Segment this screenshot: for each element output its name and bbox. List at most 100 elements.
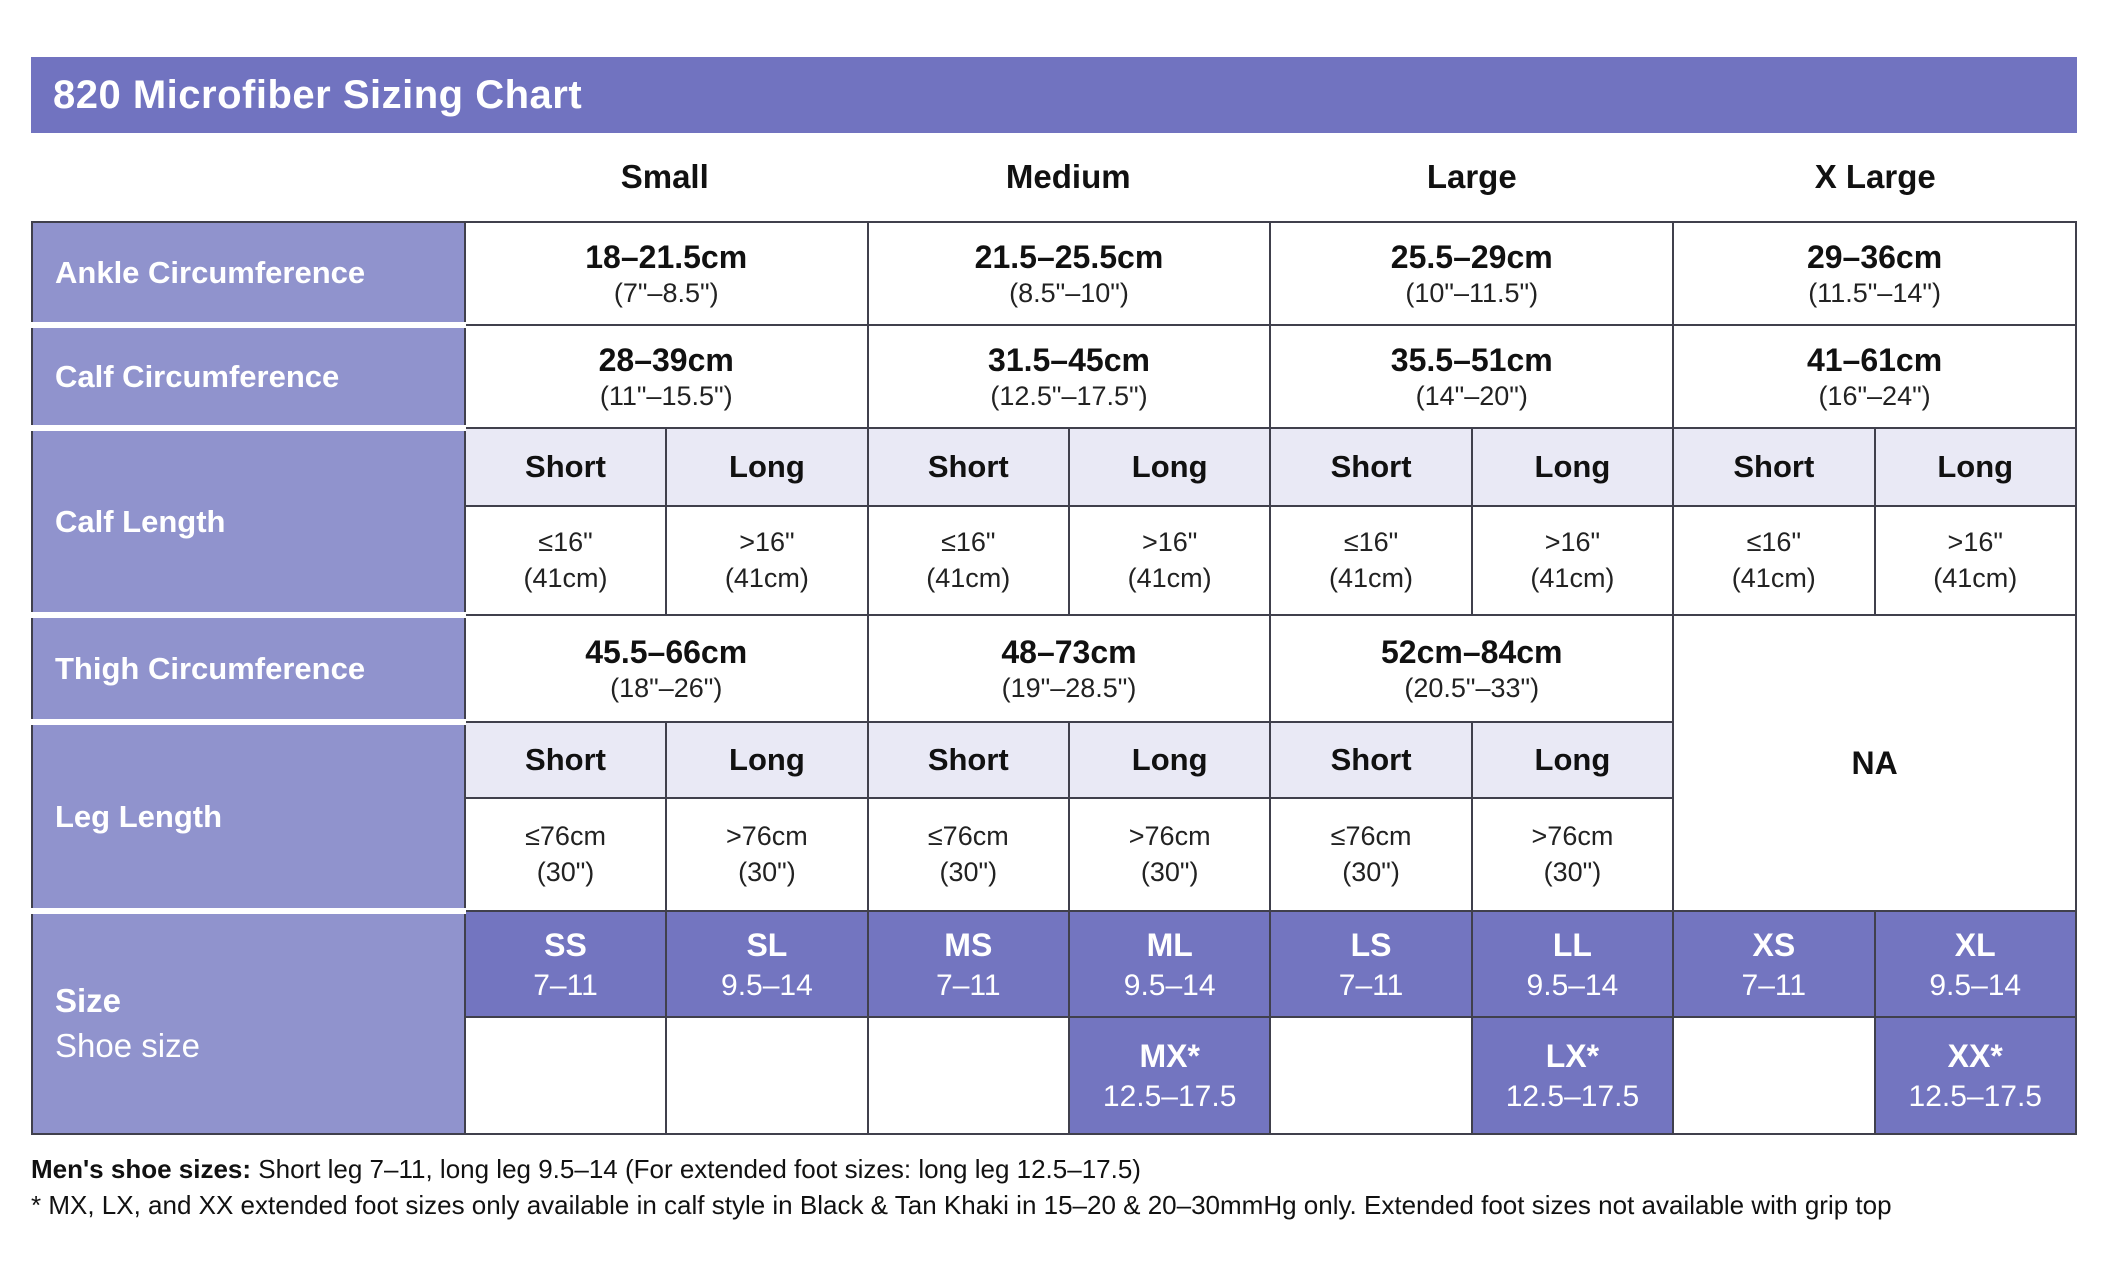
value-length: >76cm xyxy=(1531,821,1614,852)
row-ankle-circumference: Ankle Circumference 18–21.5cm (7"–8.5") … xyxy=(31,221,2077,328)
subheader-long: Long xyxy=(1470,427,1675,507)
cell-size-xs: XS 7–11 xyxy=(1672,910,1876,1018)
size-label: Size xyxy=(55,981,122,1019)
cell-calfcirc-medium: 31.5–45cm (12.5"–17.5") xyxy=(866,324,1272,429)
value-paren: (41cm) xyxy=(1127,562,1212,593)
cell-x-large-na: NA xyxy=(1672,614,2077,912)
cell-calfcirc-x-large: 41–61cm (16"–24") xyxy=(1672,324,2077,429)
value-paren: (30") xyxy=(939,856,998,887)
size-range: 7–11 xyxy=(936,968,1001,1002)
cell-ext-empty-ls xyxy=(1269,1016,1473,1135)
value-inches: (7"–8.5") xyxy=(613,277,719,308)
cell-leglength-large-long: >76cm (30") xyxy=(1470,797,1675,912)
cell-leglength-large-short: ≤76cm (30") xyxy=(1269,797,1473,912)
value-cm: 21.5–25.5cm xyxy=(974,238,1164,275)
cell-size-ml: ML 9.5–14 xyxy=(1067,910,1272,1018)
row-label-size: Size Shoe size xyxy=(31,908,466,1135)
subheader-long: Long xyxy=(665,721,869,799)
size-range: 9.5–14 xyxy=(1526,968,1619,1002)
value-paren: (41cm) xyxy=(724,562,809,593)
size-code: LS xyxy=(1350,926,1392,963)
content-area: 820 Microfiber Sizing Chart Small Medium… xyxy=(31,57,2077,1220)
value-inches: (14"–20") xyxy=(1415,380,1528,411)
shoe-size-label: Shoe size xyxy=(55,1026,200,1064)
footnote-body: Short leg 7–11, long leg 9.5–14 (For ext… xyxy=(251,1154,1141,1184)
size-code: LX* xyxy=(1545,1038,1600,1075)
value-length: >76cm xyxy=(726,821,808,852)
value-cm: 52cm–84cm xyxy=(1381,633,1563,670)
subheader-long: Long xyxy=(1873,427,2077,507)
subheader-short: Short xyxy=(866,721,1070,799)
value-cm: 28–39cm xyxy=(598,341,734,378)
size-code: SL xyxy=(746,926,788,963)
row-calf-length-values: ≤16" (41cm) >16" (41cm) ≤16" (41cm) >16"… xyxy=(32,505,2077,616)
value-length: >76cm xyxy=(1128,821,1211,852)
value-cm: 35.5–51cm xyxy=(1390,341,1553,378)
value-cm: 41–61cm xyxy=(1806,341,1943,378)
value-inches: (18"–26") xyxy=(610,672,723,703)
value-length: ≤76cm xyxy=(1330,821,1412,852)
value-cm: 48–73cm xyxy=(1001,633,1137,670)
cell-leglength-small-long: >76cm (30") xyxy=(665,797,869,912)
value-cm: 25.5–29cm xyxy=(1390,238,1553,275)
subheader-short: Short xyxy=(1269,721,1473,799)
value-paren: (41cm) xyxy=(1933,562,2018,593)
size-range: 7–11 xyxy=(1741,968,1807,1002)
row-calf-circumference: Calf Circumference 28–39cm (11"–15.5") 3… xyxy=(31,322,2077,431)
value-length: ≤16" xyxy=(538,527,593,558)
size-range: 9.5–14 xyxy=(721,968,813,1002)
row-leg-length-values: ≤76cm (30") >76cm (30") ≤76cm (30") >76c… xyxy=(32,797,2076,912)
row-label-calf-circumference: Calf Circumference xyxy=(31,322,466,431)
cell-calflength-small-long: >16" (41cm) xyxy=(665,505,869,616)
value-paren: (41cm) xyxy=(1329,562,1414,593)
cell-calflength-medium-short: ≤16" (41cm) xyxy=(866,505,1070,616)
subheader-short: Short xyxy=(1672,427,1876,507)
cell-thigh-small: 45.5–66cm (18"–26") xyxy=(463,614,869,723)
size-code: XL xyxy=(1954,926,1996,963)
cell-leglength-small-short: ≤76cm (30") xyxy=(463,797,668,912)
value-length: ≤16" xyxy=(941,527,996,558)
column-headers: Small Medium Large X Large xyxy=(463,133,2077,221)
subheader-short: Short xyxy=(463,427,668,507)
cell-calfcirc-large: 35.5–51cm (14"–20") xyxy=(1269,324,1675,429)
value-cm: 31.5–45cm xyxy=(988,341,1150,378)
size-code: LL xyxy=(1552,926,1592,963)
cell-calflength-large-short: ≤16" (41cm) xyxy=(1269,505,1473,616)
column-header-small: Small xyxy=(620,158,709,195)
value-paren: (30") xyxy=(1342,856,1400,887)
size-code: XS xyxy=(1752,926,1796,963)
subheader-long: Long xyxy=(665,427,869,507)
cell-size-ls: LS 7–11 xyxy=(1269,910,1473,1018)
cell-calflength-large-long: >16" (41cm) xyxy=(1470,505,1675,616)
title-bar: 820 Microfiber Sizing Chart xyxy=(31,57,2077,133)
value-inches: (20.5"–33") xyxy=(1404,672,1540,703)
cell-leglength-medium-short: ≤76cm (30") xyxy=(866,797,1070,912)
cell-ext-mx: MX* 12.5–17.5 xyxy=(1067,1016,1272,1135)
value-inches: (12.5"–17.5") xyxy=(990,380,1148,411)
row-label-calf-length: Calf Length xyxy=(31,425,466,618)
cell-calflength-x-large-long: >16" (41cm) xyxy=(1873,505,2077,616)
value-length: ≤16" xyxy=(1746,527,1802,558)
column-header-medium: Medium xyxy=(1005,158,1131,195)
row-label-thigh-circumference: Thigh Circumference xyxy=(31,612,466,725)
cell-size-ll: LL 9.5–14 xyxy=(1470,910,1675,1018)
size-code: ML xyxy=(1146,926,1193,963)
subheader-long: Long xyxy=(1067,721,1272,799)
value-paren: (41cm) xyxy=(1530,562,1615,593)
size-range: 7–11 xyxy=(533,968,598,1002)
value-length: >16" xyxy=(1947,527,2003,558)
value-cm: 29–36cm xyxy=(1806,238,1943,275)
subheader-short: Short xyxy=(1269,427,1473,507)
value-inches: (16"–24") xyxy=(1818,380,1931,411)
value-cm: 18–21.5cm xyxy=(585,238,748,275)
cell-ext-xx: XX* 12.5–17.5 xyxy=(1873,1016,2077,1135)
value-paren: (30") xyxy=(738,856,796,887)
cell-thigh-medium: 48–73cm (19"–28.5") xyxy=(866,614,1272,723)
size-code: MX* xyxy=(1139,1038,1200,1075)
cell-size-ms: MS 7–11 xyxy=(866,910,1070,1018)
row-leg-length-headers: Leg Length Short Long Short Long Short L… xyxy=(31,719,2076,914)
size-range: 12.5–17.5 xyxy=(1505,1080,1640,1114)
cell-ankle-medium: 21.5–25.5cm (8.5"–10") xyxy=(866,221,1272,326)
subheader-short: Short xyxy=(866,427,1070,507)
value-inches: (19"–28.5") xyxy=(1001,672,1137,703)
